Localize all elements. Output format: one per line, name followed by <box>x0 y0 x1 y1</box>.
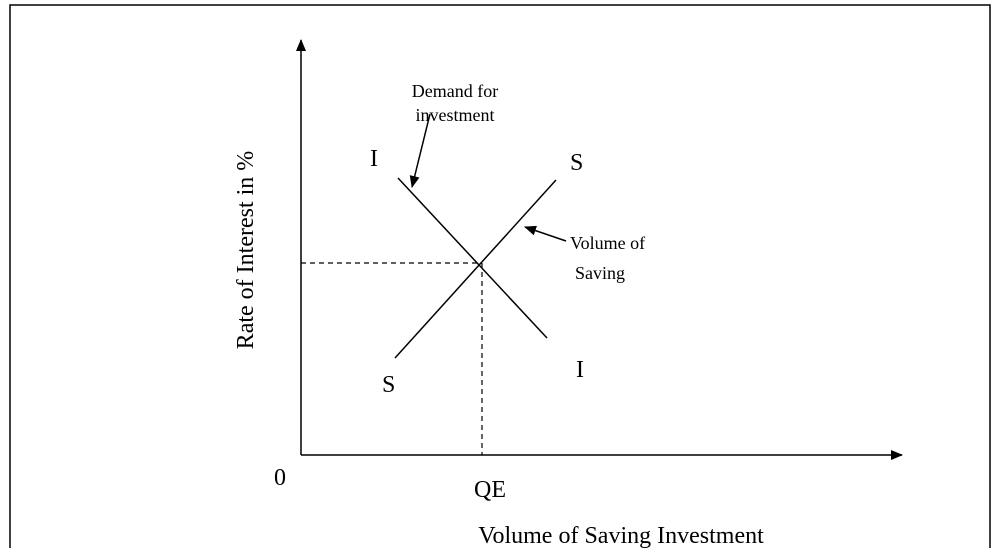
equilibrium-label: QE <box>474 477 506 503</box>
y-axis-label: Rate of Interest in % <box>233 151 259 350</box>
investment-pointer <box>409 113 431 188</box>
curve-label: S <box>570 150 583 176</box>
saving-curve <box>394 179 557 359</box>
curve-label: S <box>382 372 395 398</box>
saving-pointer <box>524 225 567 242</box>
investment-annotation: investment <box>416 105 495 125</box>
curve-label: I <box>576 357 584 383</box>
frame <box>9 4 991 553</box>
investment-curve <box>397 177 548 339</box>
saving-annotation: Volume of <box>570 233 645 253</box>
saving-annotation: Saving <box>575 263 625 283</box>
investment-annotation: Demand for <box>412 81 498 101</box>
origin-label: 0 <box>274 465 286 491</box>
curve-label: I <box>370 146 378 172</box>
x-axis-label: Volume of Saving Investment <box>478 523 764 548</box>
